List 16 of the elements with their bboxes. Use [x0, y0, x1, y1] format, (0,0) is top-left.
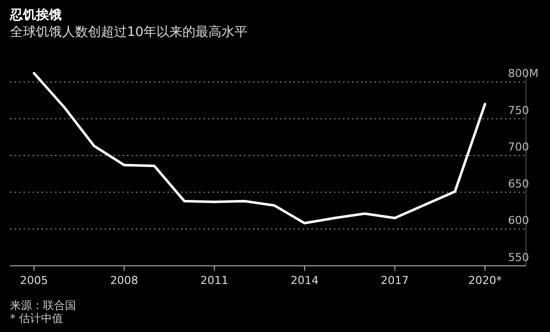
x-tick-label: 2020* — [468, 274, 502, 287]
x-tick-label: 2011 — [200, 274, 228, 287]
x-tick-label: 2005 — [20, 274, 48, 287]
y-tick-label: 800M — [508, 67, 538, 80]
y-tick-label: 700 — [508, 140, 529, 154]
source-note: 来源：联合国 — [10, 299, 76, 312]
y-tick-label: 750 — [508, 104, 529, 117]
chart-subtitle: 全球饥饿人数创超过10年以来的最高水平 — [10, 24, 248, 40]
y-tick-label: 600 — [508, 214, 529, 228]
x-tick-label: 2008 — [110, 274, 138, 287]
chart-title: 忍饥挨饿 — [9, 7, 62, 23]
text: * 估计中值 — [10, 312, 63, 325]
x-tick-label: 2017 — [380, 274, 409, 287]
y-tick-label: 550 — [508, 250, 529, 264]
y-tick-label: 650 — [508, 177, 529, 190]
x-tick-label: 2014 — [290, 274, 319, 287]
